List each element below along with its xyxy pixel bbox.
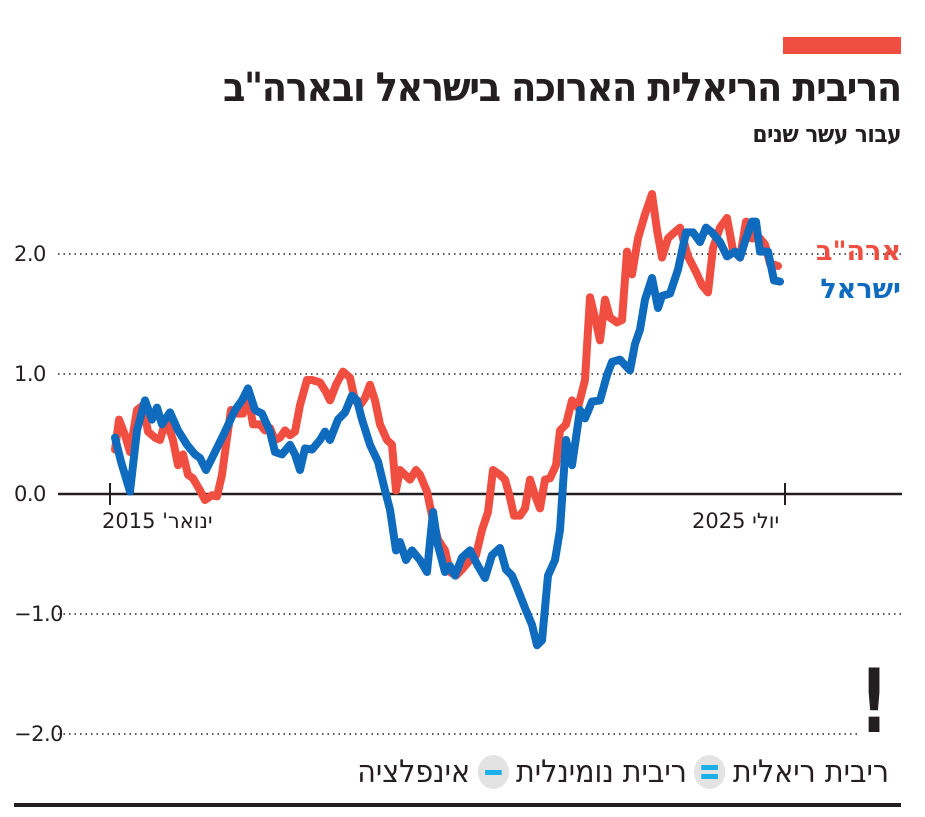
x-tick-label-end: יולי 2025 <box>692 509 780 533</box>
legend-label-usa: ארה"ב <box>816 236 901 267</box>
formula-term-nominal: ריבית נומינלית <box>516 754 687 790</box>
exclamation-mark: ! <box>860 650 889 753</box>
legend-label-israel: ישראל <box>820 274 901 305</box>
minus-icon <box>477 755 509 789</box>
y-tick-label: 1.0 <box>14 362 46 386</box>
y-tick-label: −2.0 <box>14 722 64 746</box>
y-tick-label: 2.0 <box>14 242 46 266</box>
chart-title: הריבית הריאלית הארוכה בישראל ובארה"ב <box>223 65 902 111</box>
formula-term-real: ריבית ריאלית <box>732 754 889 790</box>
equals-icon <box>694 755 726 789</box>
y-tick-label: −1.0 <box>14 602 64 626</box>
series-line-israel <box>111 217 784 650</box>
formula-annotation: ריבית ריאלית ריבית נומינלית אינפלציה <box>357 750 889 794</box>
formula-term-inflation: אינפלציה <box>357 754 471 790</box>
bottom-divider <box>14 803 901 807</box>
chart-subtitle: עבור עשר שנים <box>752 120 901 148</box>
y-tick-label: 0.0 <box>14 482 46 506</box>
x-tick-label-start: ינואר' 2015 <box>102 509 213 533</box>
accent-bar <box>783 37 901 54</box>
